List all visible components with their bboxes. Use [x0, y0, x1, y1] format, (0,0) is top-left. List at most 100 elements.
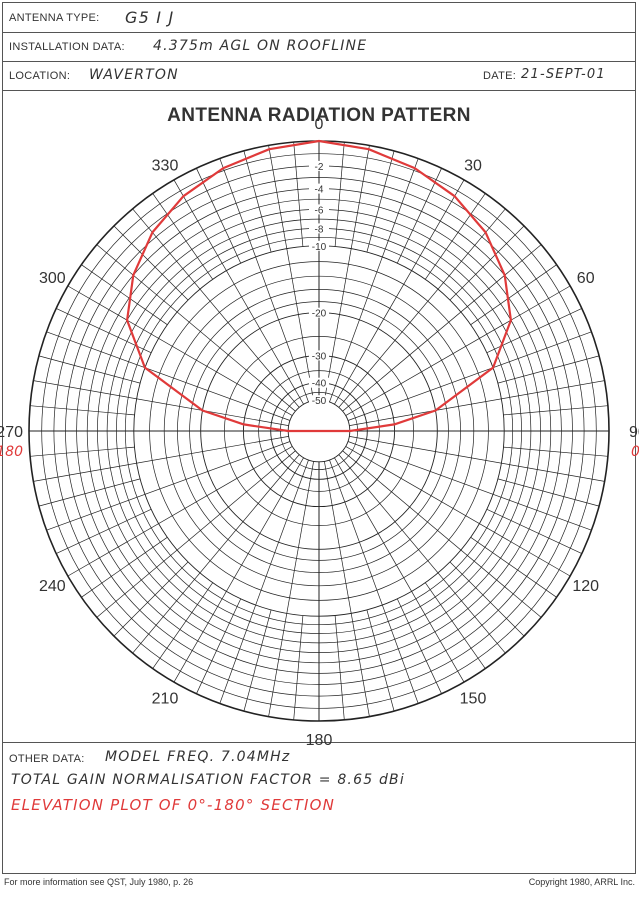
radial-label-bg	[309, 350, 329, 361]
polar-spoke	[81, 264, 168, 325]
polar-spoke	[293, 142, 304, 247]
other-data-line1: MODEL FREQ. 7.04MHz	[105, 749, 291, 765]
radial-label: -2	[315, 162, 324, 173]
extra-label-right: 0	[631, 444, 639, 460]
angle-label-120: 120	[572, 578, 599, 595]
polar-spoke	[33, 380, 289, 426]
polar-spoke	[324, 461, 370, 717]
polar-spoke	[425, 582, 486, 669]
angle-label-300: 300	[39, 270, 66, 287]
polar-spoke	[425, 193, 486, 280]
polar-spoke	[196, 598, 242, 694]
radial-label-bg	[309, 204, 329, 215]
polar-spoke	[497, 478, 600, 507]
chart-title: ANTENNA RADIATION PATTERN	[167, 105, 471, 126]
polar-spoke	[113, 225, 189, 301]
polar-spoke	[243, 609, 272, 712]
location-value: WAVERTON	[89, 67, 179, 83]
polar-spoke	[293, 615, 304, 720]
angle-label-240: 240	[39, 578, 66, 595]
polar-grid	[28, 140, 610, 722]
radial-label-bg	[309, 240, 329, 251]
antenna-type-label: ANTENNA TYPE:	[9, 12, 100, 24]
polar-spoke	[173, 457, 304, 683]
polar-spoke	[503, 446, 608, 457]
polar-spoke	[67, 285, 293, 416]
polar-spoke	[347, 441, 592, 531]
polar-spoke	[152, 193, 213, 280]
polar-spoke	[81, 537, 168, 598]
polar-spoke	[342, 244, 542, 412]
polar-spoke	[38, 478, 141, 507]
radial-label-bg	[309, 160, 329, 171]
polar-spoke	[30, 446, 135, 457]
polar-spoke	[396, 598, 442, 694]
angle-label-330: 330	[152, 157, 179, 174]
extra-label-left: 180	[0, 444, 23, 460]
polar-spoke	[46, 331, 291, 421]
polar-spoke	[396, 168, 442, 264]
polar-spoke	[486, 508, 582, 554]
polar-spoke	[329, 158, 419, 403]
polar-spoke	[324, 145, 370, 401]
radial-label-bg	[309, 395, 329, 406]
radial-label-bg	[309, 183, 329, 194]
angle-label-30: 30	[464, 157, 482, 174]
date-value: 21-SEPT-01	[521, 67, 606, 82]
polar-spoke	[96, 450, 296, 618]
angle-label-0: 0	[315, 116, 324, 133]
radial-label-bg	[309, 307, 329, 318]
polar-spoke	[196, 168, 242, 264]
radial-label: -6	[315, 205, 324, 216]
polar-spoke	[113, 561, 189, 637]
polar-spoke	[449, 561, 525, 637]
other-data-line3: ELEVATION PLOT OF 0°-180° SECTION	[11, 796, 336, 814]
antenna-type-row: ANTENNA TYPE: G5 I J	[3, 3, 635, 33]
polar-spoke	[334, 457, 465, 683]
polar-spoke	[497, 355, 600, 384]
other-data-divider	[3, 742, 635, 743]
polar-spoke	[219, 158, 309, 403]
radial-label-bg	[309, 223, 329, 234]
polar-spoke	[342, 450, 542, 618]
radial-labels: -2 -4 -6 -8 -10 -20 -30 -40 -50	[309, 160, 329, 407]
polar-spoke	[243, 150, 272, 253]
polar-spoke	[366, 609, 395, 712]
footer-copyright: Copyright 1980, ARRL Inc.	[528, 877, 635, 887]
angle-label-270: 270	[0, 424, 23, 441]
angle-labels: 0 30 60 90 120 150 180 210 240 270 300 330	[0, 116, 639, 749]
radial-label: -10	[312, 242, 327, 253]
radial-label: -4	[315, 185, 324, 196]
angle-label-90: 90	[629, 424, 639, 441]
pattern-sheet: ANTENNA TYPE: G5 I J INSTALLATION DATA: …	[2, 2, 636, 874]
polar-spoke	[366, 150, 395, 253]
installation-row: INSTALLATION DATA: 4.375m AGL ON ROOFLIN…	[3, 33, 635, 62]
polar-spoke	[503, 405, 608, 416]
footer-reference: For more information see QST, July 1980,…	[4, 877, 194, 887]
location-label: LOCATION:	[9, 70, 71, 82]
polar-spoke	[470, 537, 557, 598]
polar-spoke	[173, 179, 304, 405]
polar-spoke	[56, 308, 152, 354]
polar-spoke	[345, 446, 571, 577]
polar-spoke	[46, 441, 291, 531]
polar-spoke	[33, 436, 289, 482]
radial-label: -8	[315, 224, 324, 235]
other-data-label: OTHER DATA:	[9, 753, 85, 765]
polar-spoke	[347, 331, 592, 421]
polar-spoke	[345, 285, 571, 416]
polar-spoke	[349, 380, 605, 426]
angle-label-150: 150	[460, 691, 487, 708]
polar-spoke	[67, 446, 293, 577]
angle-label-60: 60	[577, 270, 595, 287]
polar-spoke	[470, 264, 557, 325]
polar-spoke	[349, 436, 605, 482]
polar-spoke	[219, 459, 309, 704]
polar-spoke	[152, 582, 213, 669]
radial-label: -20	[312, 309, 327, 320]
pattern-trace	[126, 139, 512, 433]
polar-spoke	[338, 454, 506, 654]
polar-spoke	[449, 225, 525, 301]
radial-label: -50	[312, 396, 327, 407]
